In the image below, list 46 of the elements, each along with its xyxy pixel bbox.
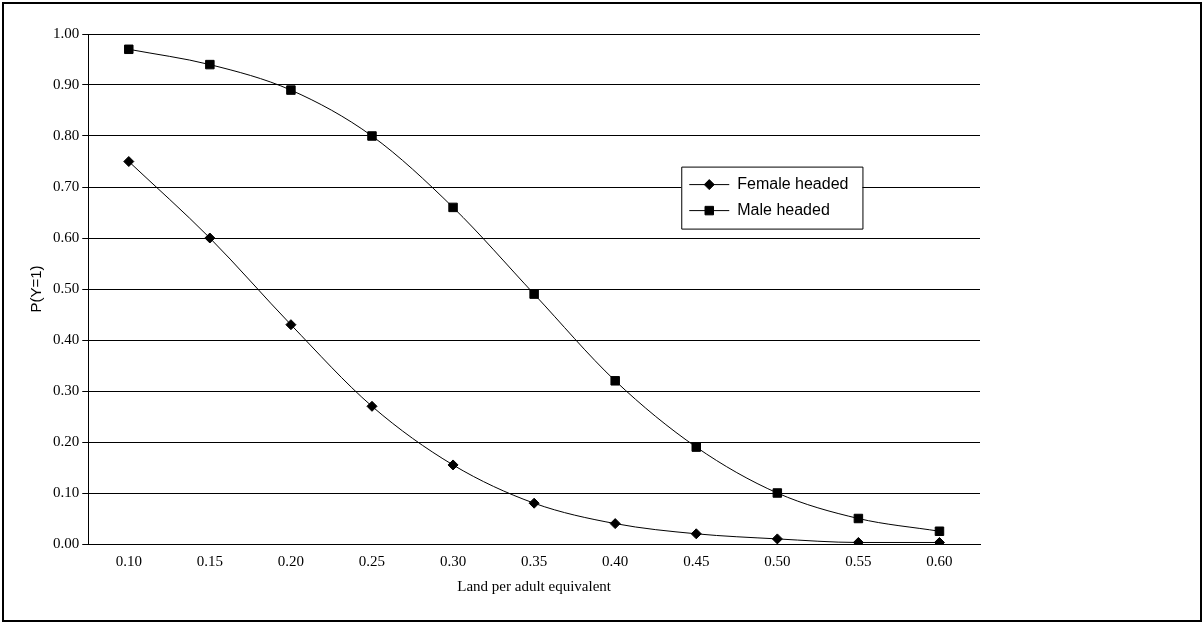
x-axis-title: Land per adult equivalent xyxy=(457,577,612,594)
x-tick-label: 0.60 xyxy=(926,552,953,569)
point xyxy=(448,202,458,213)
point xyxy=(204,232,216,244)
x-tick-label: 0.35 xyxy=(521,552,548,569)
point xyxy=(691,442,701,452)
point xyxy=(853,513,864,524)
y-tick-label: 0.80 xyxy=(53,126,80,143)
legend-label: Female headed xyxy=(737,175,849,193)
y-tick-label: 0.70 xyxy=(53,177,80,194)
point xyxy=(367,131,377,141)
point xyxy=(447,459,459,471)
point xyxy=(124,44,134,55)
point xyxy=(771,533,783,544)
x-tick-label: 0.15 xyxy=(196,552,223,569)
point xyxy=(205,59,215,70)
y-tick-label: 0.90 xyxy=(53,75,80,92)
x-tick-label: 0.40 xyxy=(602,552,629,569)
point xyxy=(528,497,540,509)
y-tick-label: 1.00 xyxy=(53,24,80,41)
y-tick-label: 0.60 xyxy=(53,228,80,245)
point xyxy=(609,518,621,530)
x-tick-label: 0.20 xyxy=(277,552,305,569)
y-tick-label: 0.10 xyxy=(53,483,80,500)
point xyxy=(934,526,945,536)
y-axis-title: P(Y=1) xyxy=(27,265,45,313)
y-tick-label: 0.40 xyxy=(53,330,80,347)
x-tick-label: 0.55 xyxy=(845,552,872,569)
point xyxy=(772,488,783,498)
point xyxy=(123,156,135,167)
point xyxy=(610,376,620,386)
x-tick-label: 0.25 xyxy=(358,552,386,569)
y-tick-label: 0.00 xyxy=(53,534,80,551)
point xyxy=(286,85,296,95)
y-tick-label: 0.20 xyxy=(53,432,80,449)
y-tick-label: 0.30 xyxy=(53,381,80,398)
point xyxy=(366,400,378,412)
point xyxy=(529,289,539,299)
x-tick-label: 0.45 xyxy=(683,552,710,569)
x-tick-label: 0.50 xyxy=(764,552,791,569)
point xyxy=(285,319,297,331)
legend-label: Male headed xyxy=(737,201,830,219)
y-tick-label: 0.50 xyxy=(53,279,80,296)
x-tick-label: 0.10 xyxy=(115,552,142,569)
x-tick-label: 0.30 xyxy=(439,552,467,569)
point xyxy=(690,528,702,540)
